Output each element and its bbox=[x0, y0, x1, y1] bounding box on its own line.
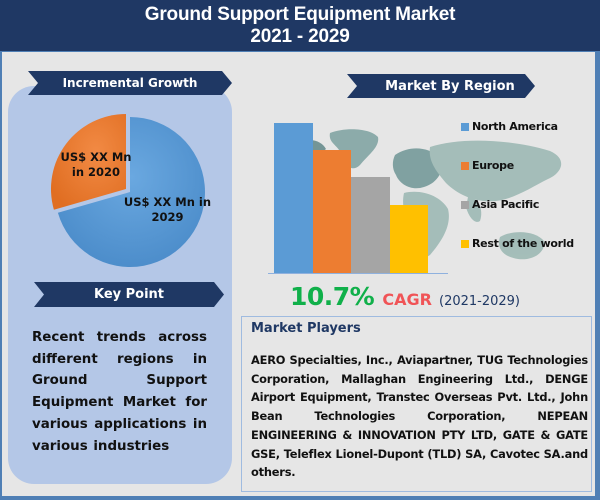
pie-slice-2020 bbox=[50, 113, 126, 210]
market-players-title: Market Players bbox=[251, 321, 361, 336]
market-players-box: Market Players AERO Specialties, Inc., A… bbox=[241, 316, 592, 492]
legend-swatch-icon bbox=[461, 200, 469, 209]
bar-asia-pacific bbox=[351, 177, 390, 273]
cagr-summary: 10.7% CAGR (2021-2029) bbox=[290, 282, 590, 311]
incremental-growth-ribbon: Incremental Growth bbox=[28, 71, 232, 95]
legend-item-europe: Europe bbox=[461, 159, 514, 172]
market-players-list: AERO Specialties, Inc., Aviapartner, TUG… bbox=[251, 353, 588, 480]
bar-north-america bbox=[274, 123, 313, 273]
page-subtitle-years: 2021 - 2029 bbox=[250, 26, 350, 47]
legend-item-north-america: North America bbox=[461, 120, 558, 133]
bar-rest-of-world bbox=[389, 205, 428, 273]
key-point-label: Key Point bbox=[93, 287, 165, 302]
incremental-growth-pie-chart bbox=[50, 113, 205, 267]
pie-label-2029: US$ XX Mn in 2029 bbox=[123, 195, 212, 224]
page-header: Ground Support Equipment Market 2021 - 2… bbox=[0, 0, 600, 52]
legend-swatch-icon bbox=[461, 161, 469, 170]
legend-swatch-icon bbox=[461, 239, 469, 248]
legend-swatch-icon bbox=[461, 122, 469, 131]
page-title: Ground Support Equipment Market bbox=[144, 4, 456, 25]
market-by-region-label: Market By Region bbox=[385, 78, 515, 94]
incremental-growth-label: Incremental Growth bbox=[62, 76, 198, 90]
bar-chart-x-axis bbox=[268, 273, 448, 274]
bar-europe bbox=[312, 150, 351, 273]
cagr-period: (2021-2029) bbox=[439, 294, 521, 309]
cagr-value: 10.7% bbox=[290, 282, 375, 311]
market-by-region-bar-chart bbox=[274, 120, 434, 273]
cagr-label: CAGR bbox=[382, 290, 432, 309]
pie-label-2020: US$ XX Mn in 2020 bbox=[60, 150, 132, 179]
key-point-text: Recent trends across different regions i… bbox=[32, 330, 207, 454]
pie-slice-2029 bbox=[57, 117, 205, 267]
legend-item-rest-of-world: Rest of the world bbox=[461, 237, 574, 250]
legend-item-asia-pacific: Asia Pacific bbox=[461, 198, 539, 211]
key-point-ribbon: Key Point bbox=[34, 282, 224, 307]
market-by-region-ribbon: Market By Region bbox=[347, 74, 535, 98]
